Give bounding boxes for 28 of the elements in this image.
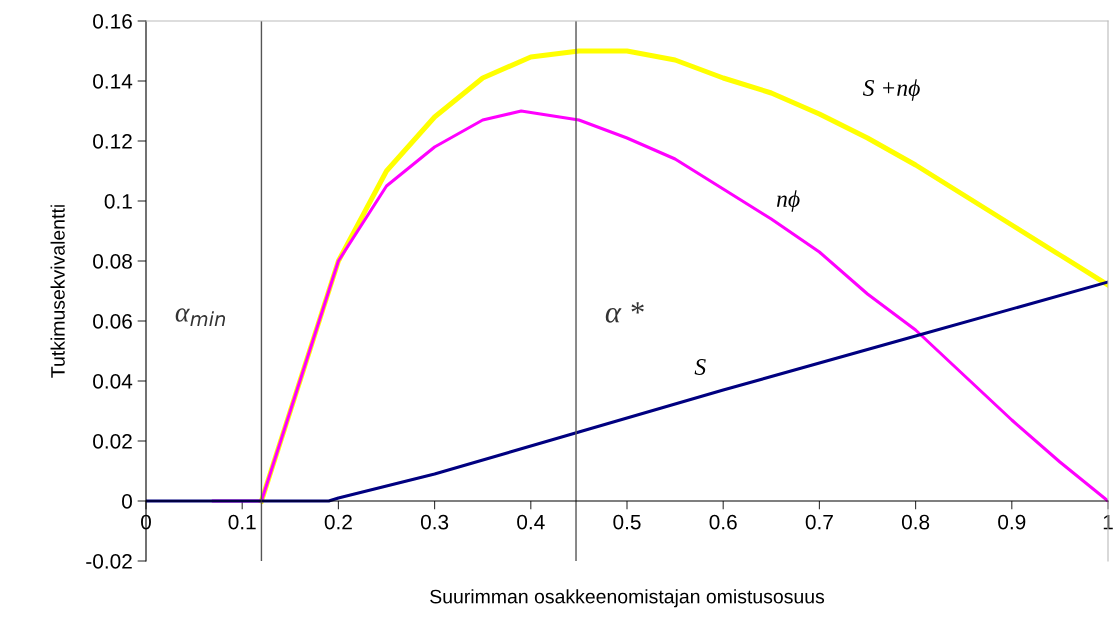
x-tick-label: 0.5 bbox=[613, 514, 641, 530]
series-label: nϕ bbox=[776, 190, 800, 212]
y-axis-title: Tutkimusekvivalentti bbox=[50, 205, 65, 378]
y-tick-label: 0.12 bbox=[93, 134, 132, 149]
y-tick-label: 0.1 bbox=[104, 194, 132, 209]
x-tick-label: 0.1 bbox=[228, 514, 256, 530]
x-axis-title: Suurimman osakkeenomistajan omistusosuus bbox=[430, 589, 825, 608]
y-tick-label: 0.06 bbox=[93, 314, 132, 329]
x-tick-label: 0.3 bbox=[420, 514, 449, 530]
y-tick-label: 0.08 bbox=[93, 254, 132, 269]
x-tick-label: 0.6 bbox=[709, 514, 737, 530]
x-tick-label: 0.2 bbox=[324, 514, 352, 530]
y-tick-label: 0.04 bbox=[93, 374, 133, 389]
series-label: S bbox=[694, 359, 706, 375]
y-tick-label: -0.02 bbox=[86, 554, 132, 569]
ref-line-label: α * bbox=[605, 302, 644, 323]
x-tick-label: 0.4 bbox=[517, 514, 545, 530]
y-tick-label: 0.14 bbox=[93, 74, 133, 89]
line-series bbox=[146, 280, 1108, 503]
y-tick-label: 0.02 bbox=[93, 434, 132, 449]
x-tick-label: 0.8 bbox=[901, 514, 930, 530]
series-label: S +nϕ bbox=[862, 79, 920, 101]
y-tick-label: 0 bbox=[122, 494, 132, 509]
y-tick-label: 0.16 bbox=[93, 14, 132, 29]
x-tick-label: 1 bbox=[1103, 514, 1113, 530]
ref-line-label: α$_{min}$ bbox=[175, 308, 226, 327]
x-tick-label: 0.9 bbox=[998, 514, 1026, 530]
x-tick-label: 0.7 bbox=[805, 514, 833, 530]
